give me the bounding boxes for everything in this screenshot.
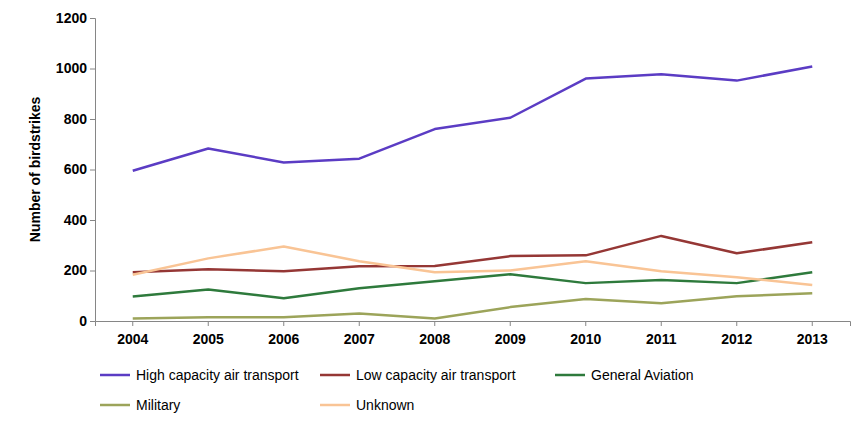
y-tick-label: 800 (64, 111, 88, 127)
x-tick-mark (283, 321, 284, 326)
legend-label: Military (136, 397, 180, 413)
legend: High capacity air transport Low capacity … (100, 367, 693, 413)
legend-swatch (320, 404, 350, 407)
y-tick-mark (90, 119, 95, 120)
legend-label: High capacity air transport (136, 367, 299, 383)
x-tick-mark (208, 321, 209, 326)
x-tick-label: 2009 (495, 331, 526, 347)
x-tick-mark (434, 321, 435, 326)
chart: 0200400600800100012002004200520062007200… (0, 0, 858, 431)
legend-item: General Aviation (555, 367, 693, 383)
y-tick: 200 (64, 262, 95, 278)
x-tick: 2007 (344, 321, 375, 347)
y-tick: 1000 (56, 60, 95, 76)
y-tick-mark (90, 18, 95, 19)
x-tick-label: 2010 (570, 331, 601, 347)
legend-label: General Aviation (591, 367, 693, 383)
x-tick-label: 2011 (646, 331, 677, 347)
y-tick-label: 1000 (56, 60, 87, 76)
y-tick-label: 200 (64, 262, 88, 278)
legend-item: Low capacity air transport (320, 367, 516, 383)
x-tick-mark (812, 321, 813, 326)
x-tick: 2013 (797, 321, 828, 347)
x-tick-mark (359, 321, 360, 326)
legend-label: Low capacity air transport (356, 367, 516, 383)
x-tick: 2010 (570, 321, 601, 347)
y-tick-mark (90, 220, 95, 221)
y-axis: 0 200 400 600 800 1000 1200 (56, 10, 96, 329)
y-tick: 0 (79, 313, 95, 329)
y-axis-line (90, 19, 96, 322)
y-tick-mark (90, 170, 95, 171)
x-tick-label: 2012 (721, 331, 752, 347)
y-tick-label: 0 (79, 313, 87, 329)
legend-swatch (100, 404, 130, 407)
x-axis-line (96, 322, 851, 327)
plot-area (133, 66, 813, 318)
x-tick-label: 2005 (193, 331, 224, 347)
y-axis-title: Number of birdstrikes (27, 97, 43, 243)
x-tick: 2005 (193, 321, 224, 347)
legend-label: Unknown (356, 397, 414, 413)
series-line (133, 293, 813, 318)
y-tick-label: 400 (64, 212, 88, 228)
y-tick: 400 (64, 212, 95, 228)
legend-item: High capacity air transport (100, 367, 299, 383)
y-tick: 800 (64, 111, 95, 127)
x-tick-label: 2007 (344, 331, 375, 347)
x-tick-mark (661, 321, 662, 326)
series-line (133, 247, 813, 285)
x-tick-mark (510, 321, 511, 326)
x-tick: 2008 (419, 321, 450, 347)
legend-swatch (555, 374, 585, 377)
x-tick-mark (736, 321, 737, 326)
legend-swatch (100, 374, 130, 377)
y-tick-label: 600 (64, 161, 88, 177)
x-tick: 2009 (495, 321, 526, 347)
x-tick-label: 2004 (117, 331, 148, 347)
legend-item: Military (100, 397, 180, 413)
y-tick-label: 1200 (56, 10, 87, 26)
x-tick-mark (132, 321, 133, 326)
x-tick-label: 2006 (268, 331, 299, 347)
y-tick: 1200 (56, 10, 95, 26)
y-tick-mark (90, 69, 95, 70)
x-tick: 2012 (721, 321, 752, 347)
y-tick-mark (90, 321, 95, 322)
y-tick: 600 (64, 161, 95, 177)
series-line (133, 66, 813, 170)
legend-swatch (320, 374, 350, 377)
x-tick-label: 2008 (419, 331, 450, 347)
x-tick-mark (585, 321, 586, 326)
x-tick: 2011 (646, 321, 677, 347)
legend-item: Unknown (320, 397, 414, 413)
x-axis: 2004 2005 2006 2007 2008 2009 2010 2011 2012 2013 (96, 321, 851, 347)
x-tick-label: 2013 (797, 331, 828, 347)
x-tick: 2004 (117, 321, 148, 347)
x-tick: 2006 (268, 321, 299, 347)
y-tick-mark (90, 271, 95, 272)
